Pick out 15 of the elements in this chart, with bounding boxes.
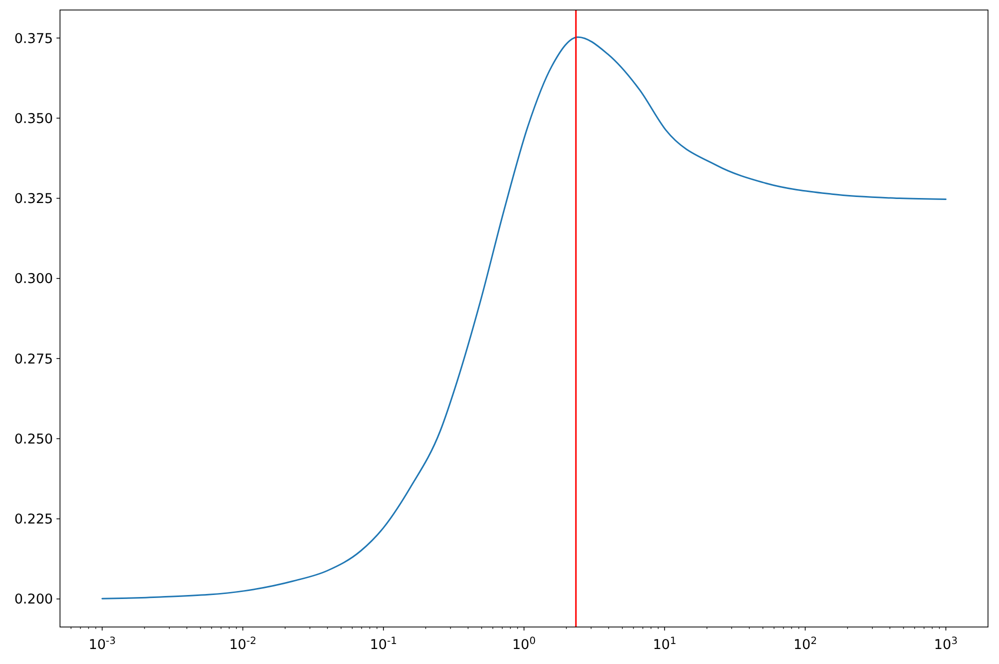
y-tick-label: 0.375 [14, 30, 53, 47]
y-tick-label: 0.350 [14, 110, 53, 127]
x-tick-label: 10$^{0}$ [512, 636, 536, 653]
y-tick-label: 0.200 [14, 592, 53, 608]
y-tick-label: 0.225 [14, 512, 53, 528]
y-tick-label: 0.300 [14, 271, 53, 288]
x-tick-label: 10$^{-3}$ [88, 636, 116, 653]
x-tick-label: 10$^{-1}$ [370, 636, 397, 653]
x-tick-label: 10$^{3}$ [934, 636, 958, 653]
x-tick-label: 10$^{1}$ [652, 636, 676, 653]
x-tick-label: 10$^{-2}$ [229, 636, 256, 653]
y-tick-label: 0.325 [14, 191, 53, 208]
x-tick-label: 10$^{2}$ [793, 636, 818, 653]
y-tick-label: 0.275 [14, 351, 53, 368]
y-tick-label: 0.250 [14, 431, 53, 448]
